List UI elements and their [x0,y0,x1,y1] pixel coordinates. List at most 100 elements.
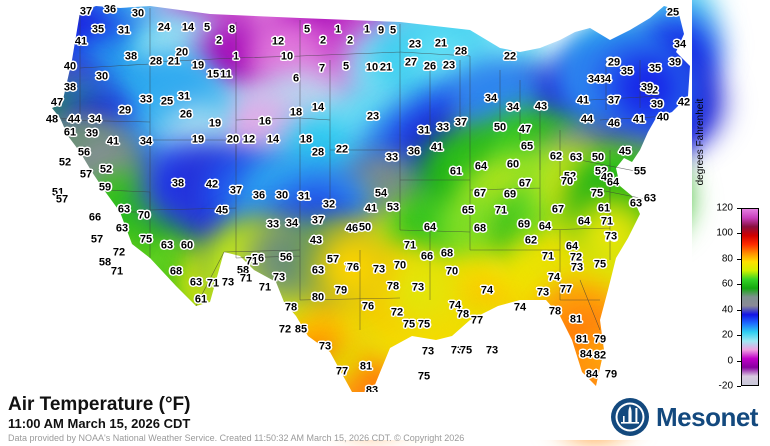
temperature-reading: 85 [294,323,308,336]
temperature-reading: 39 [640,81,654,94]
temperature-reading: 32 [322,198,336,211]
temperature-reading: 15 [206,68,220,81]
temperature-reading: 58 [98,256,112,269]
temperature-reading: 31 [177,90,191,103]
temperature-reading: 41 [576,94,590,107]
temperature-reading: 38 [171,177,185,190]
temperature-reading: 73 [485,344,499,357]
temperature-reading: 61 [194,293,208,306]
temperature-reading: 58 [236,264,250,277]
temperature-reading: 63 [569,151,583,164]
temperature-reading: 37 [607,94,621,107]
temperature-reading: 40 [63,60,77,73]
timestamp-subtitle: 11:00 AM March 15, 2026 CDT [8,416,191,431]
temperature-reading: 33 [436,121,450,134]
temperature-map: 37 36 30 35 31 24 14 5 2 8 12 5 2 1 2 1 9 5 23 21 28 22 25 41 38… [6,0,730,446]
temperature-reading: 63 [643,192,657,205]
temperature-reading: 5 [389,24,397,37]
temperature-reading: 34 [673,38,687,51]
data-credit-text: Data provided by NOAA's National Weather… [8,433,465,443]
temperature-reading: 34 [285,217,299,230]
temperature-reading: 68 [473,222,487,235]
legend-tick-labels: 120 100 80 60 40 20 0 -20 [711,203,741,392]
temperature-reading: 76 [344,261,358,274]
temperature-reading: 74 [480,284,494,297]
temperature-reading: 66 [420,250,434,263]
temperature-reading: 77 [470,314,484,327]
temperature-reading: 33 [266,218,280,231]
temperature-reading: 50 [591,151,605,164]
temperature-reading: 71 [239,272,253,285]
colorbar-gradient [742,209,758,385]
legend-tickmark-20 [737,335,741,337]
temperature-reading: 43 [309,234,323,247]
temperature-reading: 21 [379,61,393,74]
temperature-reading: 72 [390,306,404,319]
temperature-reading: 37 [454,116,468,129]
temperature-reading: 73 [604,230,618,243]
temperature-reading: 28 [311,146,325,159]
temperature-reading: 52 [58,156,72,169]
legend-tickmark-100 [737,233,741,235]
legend-tickmark-0 [737,360,741,362]
temperature-reading: 59 [98,181,112,194]
temperature-reading: 18 [299,133,313,146]
temperature-reading: 70 [393,259,407,272]
temperature-reading: 71 [110,265,124,278]
temperature-reading: 71 [541,250,555,263]
temperature-reading: 30 [131,7,145,20]
temperature-reading: 36 [252,189,266,202]
temperature-reading: 2 [319,34,327,47]
legend-tick-60: 60 [721,278,733,290]
temperature-reading: 34 [598,73,612,86]
temperature-reading: 50 [358,221,372,234]
temperature-reading: 57 [326,253,340,266]
temperature-reading: 61 [597,202,611,215]
temperature-reading: 19 [191,133,205,146]
temperature-reading: 84 [585,368,599,381]
temperature-reading: 20 [226,133,240,146]
temperature-reading: 61 [449,165,463,178]
temperature-reading: 63 [629,197,643,210]
temperature-reading: 52 [594,165,608,178]
temperature-reading: 39 [650,98,664,111]
temperature-reading: 19 [208,117,222,130]
temperature-reading: 23 [442,59,456,72]
temperature-reading: 10 [365,61,379,74]
temperature-reading: 1 [334,23,342,36]
temperature-reading: 51 [51,186,65,199]
temperature-reading: 81 [575,333,589,346]
temperature-reading: 48 [45,113,59,126]
temperature-reading: 54 [374,187,388,200]
temperature-reading: 82 [593,349,607,362]
temperature-reading: 81 [569,313,583,326]
temperature-reading: 75 [402,318,416,331]
temperature-reading: 44 [580,113,594,126]
temperature-reading: 34 [506,101,520,114]
temperature-reading: 57 [90,233,104,246]
temperature-reading: 52 [563,170,577,183]
temperature-reading: 60 [506,158,520,171]
temperature-reading: 6 [292,72,300,85]
color-scale-legend: degrees Fahrenheit 120 100 80 60 40 20 0 -20 [695,99,767,393]
legend-tick-80: 80 [721,253,733,265]
temperature-reading: 14 [311,101,325,114]
temperature-reading: 63 [115,222,129,235]
temperature-reading: 47 [50,96,64,109]
temperature-reading: 28 [149,55,163,68]
temperature-reading: 44 [67,113,81,126]
temperature-reading: 45 [618,145,632,158]
temperature-reading: 75 [417,370,431,383]
temperature-reading: 70 [560,175,574,188]
temperature-reading: 5 [342,60,350,73]
temperature-reading: 41 [74,35,88,48]
legend-tickmark-120 [737,208,741,209]
temperature-reading: 29 [606,56,620,69]
temperature-reading: 23 [366,110,380,123]
legend-tickmark-60 [737,284,741,286]
temperature-reading: 50 [493,121,507,134]
temperature-reading: 76 [361,300,375,313]
temperature-reading: 75 [417,318,431,331]
legend-tickmark--20 [737,386,741,387]
temperature-reading: 73 [570,261,584,274]
